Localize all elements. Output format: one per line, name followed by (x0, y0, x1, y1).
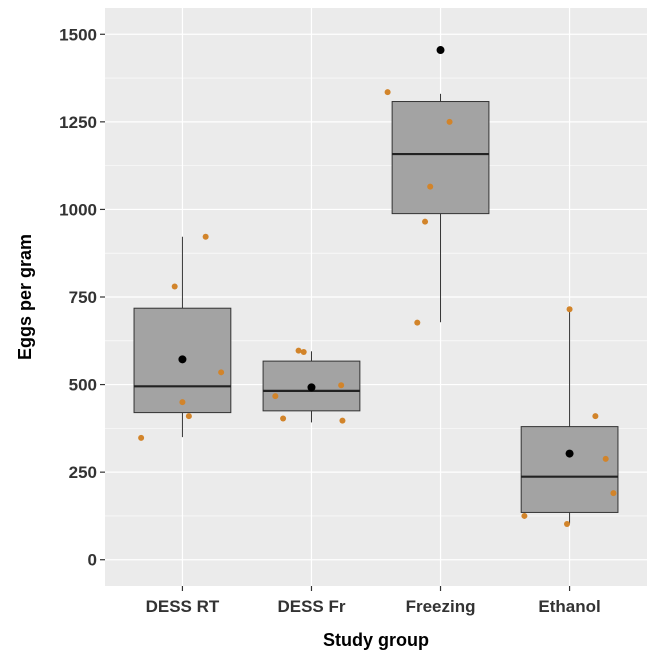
y-tick-label: 250 (69, 463, 97, 482)
jitter-points-layer (138, 89, 617, 527)
box-iqr (391, 101, 490, 215)
data-point (427, 183, 434, 190)
box-iqr (520, 426, 619, 513)
boxes-layer (133, 93, 619, 524)
y-tick-label: 750 (69, 288, 97, 307)
data-point (280, 415, 287, 422)
data-point (521, 512, 528, 519)
data-point (446, 118, 453, 125)
y-tick-label: 1250 (59, 113, 97, 132)
data-point (202, 233, 209, 240)
y-tick-label: 0 (88, 551, 97, 570)
data-point (339, 417, 346, 424)
y-tick-label: 1500 (59, 25, 97, 44)
data-point (414, 319, 421, 326)
data-point (563, 520, 570, 527)
box-4 (520, 309, 619, 524)
x-tick-label: Freezing (406, 597, 476, 616)
mean-marker (307, 383, 316, 392)
data-point (338, 382, 345, 389)
data-point (566, 306, 573, 313)
box-3 (391, 93, 490, 323)
data-point (610, 490, 617, 497)
mean-marker (565, 449, 574, 458)
data-point (300, 348, 307, 355)
x-tick-label: DESS RT (146, 597, 220, 616)
data-point (602, 455, 609, 462)
data-point (384, 89, 391, 96)
data-point (171, 283, 178, 290)
data-point (185, 413, 192, 420)
data-point (592, 413, 599, 420)
x-tick-label: Ethanol (538, 597, 600, 616)
data-point (138, 434, 145, 441)
y-axis-ticks: 0 250 500 750 1000 1250 1500 (59, 25, 105, 570)
mean-marker (178, 355, 187, 364)
data-point (179, 399, 186, 406)
y-tick-label: 500 (69, 376, 97, 395)
mean-markers-layer (178, 46, 574, 458)
mean-marker (436, 46, 445, 55)
data-point (422, 218, 429, 225)
data-point (272, 393, 279, 400)
x-axis-title: Study group (323, 630, 429, 650)
x-axis-ticks: DESS RT DESS Fr Freezing Ethanol (146, 586, 601, 616)
data-point (295, 347, 302, 354)
y-axis-title: Eggs per gram (15, 234, 35, 360)
data-point (218, 369, 225, 376)
y-tick-label: 1000 (59, 200, 97, 219)
x-tick-label: DESS Fr (277, 597, 345, 616)
